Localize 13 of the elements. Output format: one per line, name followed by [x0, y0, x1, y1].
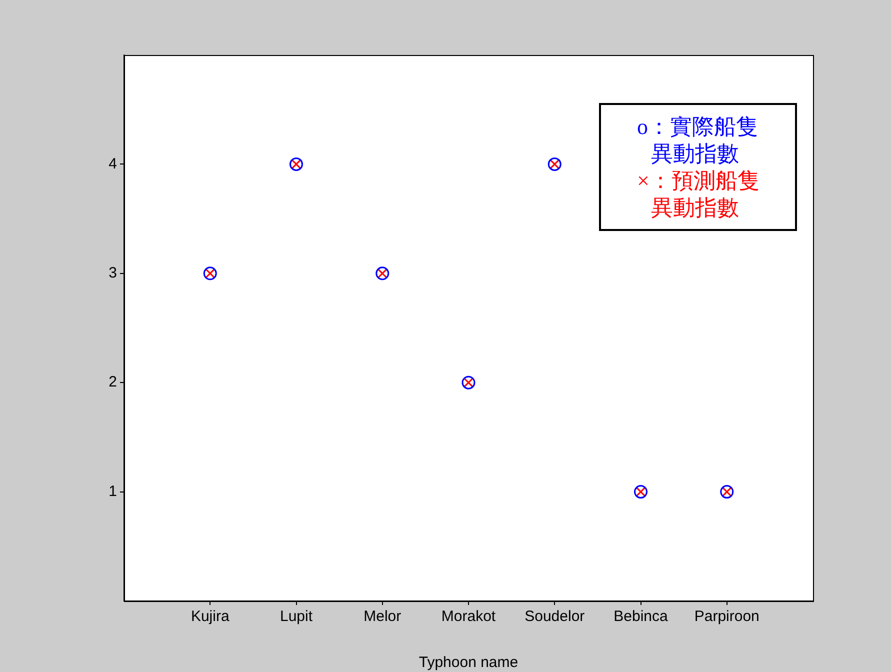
y-tick-label: 2 — [108, 374, 117, 391]
x-tick-label: Bebinca — [614, 608, 669, 626]
x-tick-label: Parpiroon — [694, 608, 760, 626]
y-tick-label: 3 — [108, 264, 117, 282]
y-tick-label: 1 — [108, 482, 117, 500]
legend-box: o：實際船隻異動指數 ×：預測船隻異動指數 — [599, 103, 797, 231]
x-tick-label: Morakot — [441, 608, 496, 626]
x-tick-label: Melor — [364, 608, 402, 626]
x-tick-label: Kujira — [190, 608, 230, 626]
x-tick-label: Soudelor — [524, 608, 585, 626]
x-axis-title: Typhoon name — [418, 654, 518, 672]
y-tick-label: 4 — [108, 155, 117, 172]
x-tick-label: Lupit — [280, 608, 314, 626]
